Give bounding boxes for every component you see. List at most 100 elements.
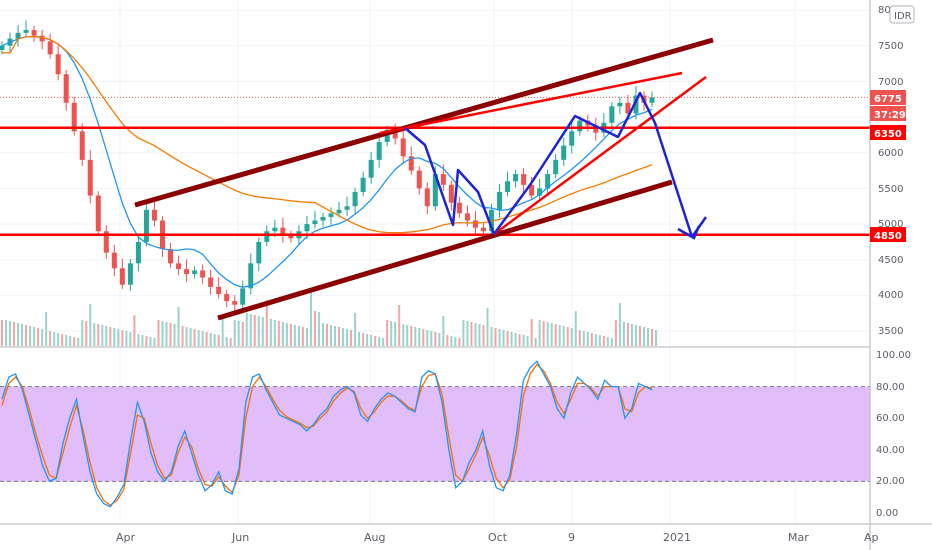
countdown-box — [870, 106, 906, 121]
candle-body — [79, 131, 85, 160]
volume-bar — [554, 324, 557, 346]
volume-bar — [157, 320, 160, 346]
volume-bar — [598, 335, 601, 346]
volume-bar — [578, 330, 581, 346]
candle-body — [561, 145, 567, 160]
volume-bar — [221, 318, 224, 346]
volume-bar — [466, 321, 469, 346]
volume-bar — [418, 328, 421, 346]
volume-bar — [642, 327, 645, 346]
candle-body — [240, 288, 246, 305]
volume-bar — [655, 330, 658, 346]
level-high-box — [870, 125, 906, 140]
volume-bar — [41, 329, 44, 346]
candle-body — [553, 159, 559, 175]
currency-badge[interactable]: IDR — [889, 5, 915, 24]
volume-bar — [378, 337, 381, 346]
volume-bar — [213, 334, 216, 346]
channel-trend-line — [134, 37, 714, 208]
candle-body — [63, 74, 69, 103]
candle-body — [625, 102, 631, 114]
volume-bar — [566, 327, 569, 346]
candle-body — [208, 277, 214, 287]
volume-bar — [522, 335, 525, 346]
volume-bar — [482, 325, 485, 346]
stoch-tick: 60.00 — [876, 413, 905, 424]
volume-bar — [305, 328, 308, 346]
volume-bar — [514, 333, 517, 346]
volume-bar — [326, 324, 328, 346]
candle-body — [232, 301, 238, 305]
channel-trend-line — [492, 75, 707, 237]
price-tick: 5500 — [878, 184, 903, 195]
volume-bar — [185, 327, 188, 346]
volume-bar — [49, 331, 52, 346]
volume-bar — [149, 337, 152, 346]
volume-bar — [446, 335, 449, 346]
time-tick: 9 — [568, 531, 575, 544]
volume-bar — [9, 321, 12, 346]
volume-bar — [330, 325, 333, 346]
candle-body — [0, 45, 5, 50]
volume-bar — [161, 321, 164, 346]
candle-body — [95, 195, 101, 232]
candle-body — [440, 174, 446, 185]
price-tick: 5000 — [878, 219, 903, 230]
volume-bar — [546, 322, 549, 346]
candle-body — [192, 270, 198, 275]
volume-bar — [233, 320, 236, 346]
volume-bar — [201, 331, 204, 346]
volume-bar — [530, 319, 533, 346]
volume-bar — [386, 320, 389, 346]
volume-bars — [1, 292, 658, 346]
trend-drawings — [0, 37, 870, 321]
candle-body — [480, 227, 486, 232]
volume-bar — [470, 322, 473, 346]
stochastic-band — [0, 386, 870, 482]
volume-bar — [237, 321, 240, 346]
volume-bar — [89, 304, 92, 346]
volume-bar — [281, 322, 284, 346]
volume-bar — [634, 325, 637, 346]
last-price-label: 6775 — [874, 94, 902, 105]
volume-bar — [458, 338, 461, 346]
volume-bar — [61, 334, 64, 346]
volume-bar — [550, 323, 553, 346]
candle-body — [15, 32, 21, 39]
volume-bar — [574, 311, 577, 346]
candle-body — [336, 209, 342, 214]
candlesticks — [0, 20, 655, 313]
time-axis[interactable]: Apr Jun Aug Oct 9 2021 Mar Ap — [116, 531, 879, 544]
volume-bar — [225, 337, 228, 346]
volume-bar — [602, 336, 605, 346]
stoch-tick: 80.00 — [876, 382, 905, 393]
volume-bar — [65, 335, 68, 346]
volume-bar — [358, 332, 361, 346]
volume-bar — [257, 316, 260, 346]
volume-bar — [177, 307, 180, 346]
volume-bar — [293, 325, 296, 346]
volume-bar — [651, 329, 653, 346]
candle-body — [609, 106, 615, 123]
candle-body — [448, 184, 454, 203]
volume-bar — [646, 328, 649, 346]
moving-averages — [1, 35, 653, 288]
stochastic-axis[interactable]: 100.00 80.00 60.00 40.00 20.00 0.00 — [876, 350, 911, 519]
candle-body — [456, 202, 462, 214]
volume-bar — [338, 327, 341, 346]
candle-body — [320, 216, 326, 221]
volume-bar — [181, 326, 184, 346]
candle-body — [264, 231, 270, 242]
volume-bar — [450, 336, 453, 346]
volume-bar — [478, 324, 481, 346]
volume-bar — [253, 315, 256, 346]
volume-bar — [562, 326, 565, 346]
volume-bar — [422, 329, 425, 346]
candle-body — [304, 224, 310, 232]
volume-bar — [570, 328, 573, 346]
volume-bar — [17, 323, 20, 346]
candle-body — [280, 227, 286, 235]
volume-bar — [366, 334, 369, 346]
volume-bar — [109, 327, 112, 346]
